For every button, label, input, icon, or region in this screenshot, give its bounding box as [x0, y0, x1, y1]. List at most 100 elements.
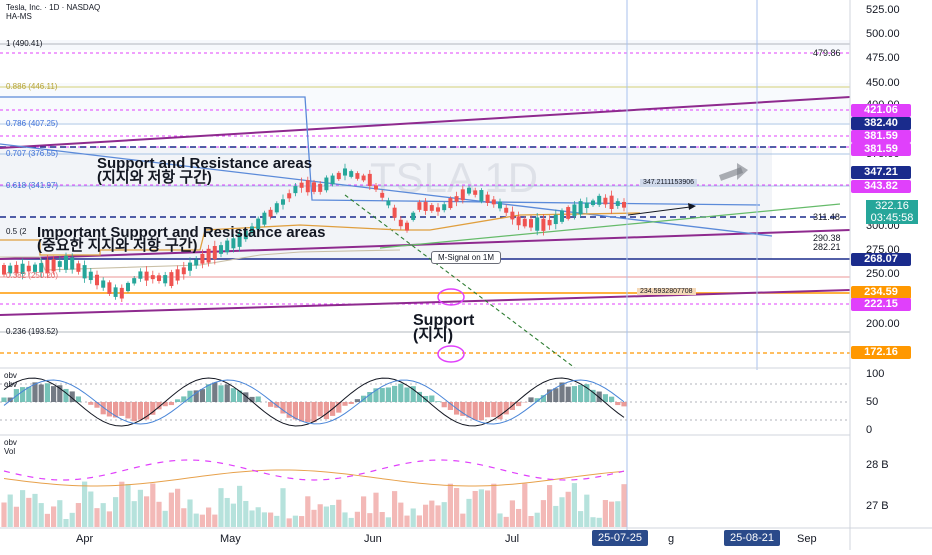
volume-bar [94, 508, 99, 527]
oscillator-bar [119, 402, 124, 416]
indicator-label[interactable]: HA-MS [6, 12, 100, 21]
vol-label-1: obv [4, 438, 17, 447]
candle-body [107, 282, 111, 294]
oscillator-bar [392, 386, 397, 402]
last-price-box[interactable]: 322.16 03:45:58 [866, 200, 918, 224]
time-tag-jul25[interactable]: 25-07-25 [592, 530, 648, 546]
volume-bar [187, 499, 192, 527]
volume-bar [225, 498, 230, 527]
level-label-282: 282.21 [813, 242, 841, 252]
volume-bar [206, 508, 211, 527]
price-tag-347[interactable]: 347.21 [851, 166, 911, 179]
price-tag-381b[interactable]: 381.59 [851, 143, 911, 156]
candle-body [269, 210, 273, 217]
volume-ma-line [4, 470, 624, 486]
volume-bar [163, 511, 168, 527]
volume-bar [584, 495, 589, 527]
volume-bar [256, 507, 261, 527]
oscillator-bar [175, 399, 180, 402]
candle-body [89, 272, 93, 280]
candle-body [200, 254, 204, 264]
osc-label-1: obv [4, 371, 17, 380]
price-tag-268[interactable]: 268.07 [851, 253, 911, 266]
osc-label-2: obv [4, 380, 17, 389]
volume-bar [268, 513, 273, 527]
volume-bar [473, 491, 478, 527]
candle-body [436, 207, 440, 211]
oscillator-bar [398, 384, 403, 402]
oscillator-bar [349, 402, 354, 404]
candle-body [424, 202, 428, 211]
candle-body [76, 263, 80, 271]
volume-bar [76, 503, 81, 527]
candle-body [411, 213, 415, 220]
candle-body [529, 219, 533, 227]
candle-body [312, 182, 316, 192]
price-tag-172[interactable]: 172.16 [851, 346, 911, 359]
candle-body [622, 202, 626, 208]
oscillator-bar [39, 384, 44, 402]
candle-body [585, 203, 589, 208]
volume-bar [45, 514, 50, 527]
candle-body [548, 220, 552, 225]
volume-bar [14, 507, 19, 527]
candle-body [610, 196, 614, 209]
volume-bar [144, 496, 149, 527]
oscillator-bar [355, 399, 360, 402]
time-label-apr: Apr [76, 533, 93, 545]
candle-body [70, 257, 74, 269]
time-tag-aug21[interactable]: 25-08-21 [724, 530, 780, 546]
candle-body [349, 171, 353, 177]
msignal-label: M-Signal on 1M [431, 251, 501, 264]
symbol-title[interactable]: Tesla, Inc. · 1D · NASDAQ [6, 3, 100, 12]
support-circle-2 [438, 346, 464, 362]
volume-bar [32, 494, 37, 527]
volume-bar [231, 504, 236, 527]
price-tag-381a[interactable]: 381.59 [851, 130, 911, 143]
volume-bar [435, 505, 440, 527]
candle-body [331, 176, 335, 185]
price-tag-421[interactable]: 421.06 [851, 104, 911, 117]
fib-label-0786: 0.786 (407.25) [6, 119, 58, 128]
volume-bar [547, 485, 552, 527]
oscillator-bar [479, 402, 484, 420]
oscillator-bar [386, 387, 391, 402]
volume-bar [442, 502, 447, 527]
oscillator-bar [299, 402, 304, 422]
price-tag-382[interactable]: 382.40 [851, 117, 911, 130]
candle-body [275, 203, 279, 212]
candle-body [300, 183, 304, 188]
volume-bar [274, 516, 279, 527]
candle-body [591, 201, 595, 206]
support-title: Support [413, 313, 474, 328]
candle-body [207, 249, 211, 263]
price-tag-222[interactable]: 222.15 [851, 298, 911, 311]
candle-body [498, 202, 502, 209]
volume-bar [615, 501, 620, 527]
volume-bar [287, 518, 292, 527]
price-tag-234: 234.5932807708 [637, 288, 696, 295]
fib-zone-upper [0, 83, 850, 123]
fib-label-1: 1 (490.41) [6, 39, 42, 48]
volume-bar [448, 484, 453, 527]
oscillator-bar [1, 398, 6, 402]
volume-bar [169, 493, 174, 527]
volume-bar [212, 515, 217, 527]
volume-bar [528, 516, 533, 527]
volume-bar [194, 514, 199, 527]
volume-bar [280, 488, 285, 527]
oscillator-bar [311, 402, 316, 422]
candle-body [182, 267, 186, 274]
price-tag-343[interactable]: 343.82 [851, 180, 911, 193]
volume-bar [318, 504, 323, 527]
candle-body [405, 223, 409, 231]
oscillator-bar [225, 385, 230, 402]
volume-bar [423, 505, 428, 527]
candle-body [194, 260, 198, 266]
volume-bar [380, 512, 385, 527]
volume-bar [101, 503, 106, 527]
candle-body [479, 190, 483, 201]
axis-label: 475.00 [866, 52, 900, 64]
